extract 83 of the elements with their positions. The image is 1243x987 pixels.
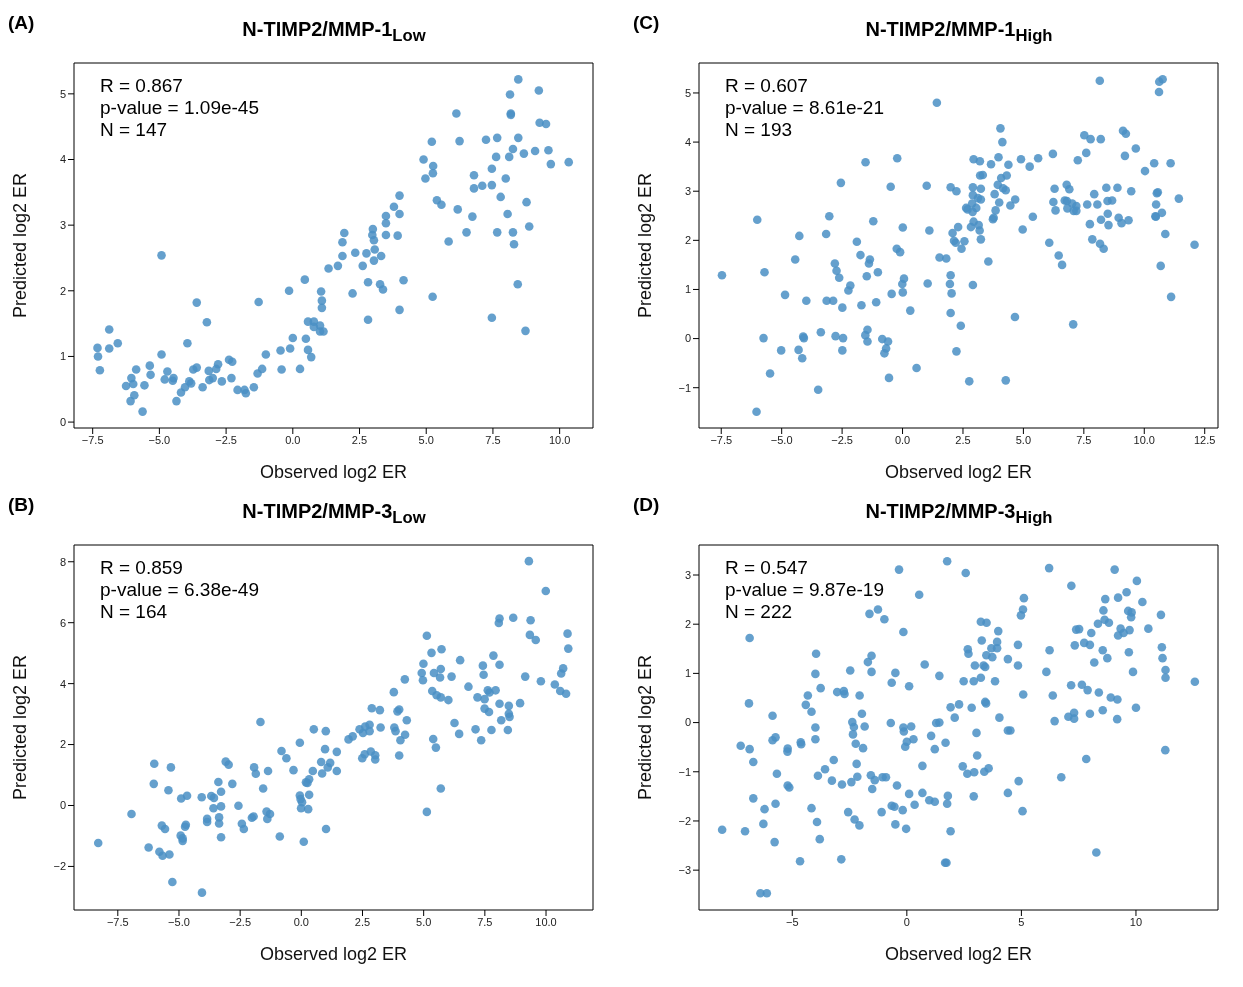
y-tick-label: 3 [684,568,691,581]
y-tick-label: 0 [684,716,691,729]
x-tick-label: −5.0 [148,433,171,446]
y-tick-label: 2 [59,738,66,751]
chart-title: N-TIMP2/MMP-1$_{High}$ [864,18,1054,46]
y-tick-label: −1 [678,381,691,394]
y-tick-label: −3 [678,864,691,877]
y-tick-label: 2 [684,234,691,247]
y-tick-label: 1 [684,667,691,680]
x-axis-title: Observed log2 ER [884,944,1033,964]
annotation: R = 0.867 [100,75,184,97]
y-axis-title: Predicted log2 ER [635,172,656,319]
y-tick-label: 8 [59,555,66,568]
x-tick-label: 2.5 [354,915,371,928]
annotation: p-value = 8.61e-21 [725,97,884,119]
annotation: p-value = 1.09e-45 [100,97,259,119]
x-tick-label: 0.0 [894,433,911,446]
x-tick-label: −2.5 [831,433,853,446]
x-tick-label: −7.5 [106,915,129,928]
annotation: N = 164 [100,601,169,623]
chart-title: N-TIMP2/MMP-3$_{High}$ [864,500,1054,528]
y-tick-label: 1 [59,350,66,363]
y-axis-title: Predicted log2 ER [635,654,656,801]
x-tick-label: 7.5 [485,433,501,446]
x-tick-label: −5.0 [168,915,190,928]
x-tick-label: 10.0 [1133,433,1155,446]
x-tick-label: 7.5 [477,915,493,928]
x-tick-label: 10.0 [548,433,571,446]
annotation: R = 0.859 [100,557,184,579]
x-tick-label: 10 [1129,915,1143,928]
x-tick-label: 7.5 [1076,433,1092,446]
y-tick-label: 1 [684,283,691,296]
annotation: R = 0.607 [725,75,809,97]
x-tick-label: −7.5 [81,433,104,446]
annotation: p-value = 9.87e-19 [725,579,884,601]
x-tick-label: 12.5 [1193,433,1216,446]
x-tick-label: 0.0 [293,915,309,928]
text: (D) [633,494,660,516]
x-tick-label: 10.0 [535,915,557,928]
y-tick-label: 2 [59,284,66,297]
x-tick-label: −7.5 [710,433,733,446]
y-tick-label: 0 [684,332,691,345]
annotation: p-value = 6.38e-49 [100,579,259,601]
y-tick-label: 5 [684,86,691,99]
chart-title: N-TIMP2/MMP-3$_{Low}$ [241,500,427,528]
x-tick-label: 0.0 [285,433,301,446]
y-tick-label: 5 [59,87,66,100]
x-tick-label: 5 [1018,915,1025,928]
y-tick-label: 2 [684,618,691,631]
x-axis-title: Observed log2 ER [259,944,408,964]
x-tick-label: 0 [903,915,910,928]
y-tick-label: 4 [59,677,66,690]
x-axis-title: Observed log2 ER [884,462,1033,482]
annotation: N = 147 [100,119,169,141]
chart-title: N-TIMP2/MMP-1$_{Low}$ [241,18,427,46]
y-axis-title: Predicted log2 ER [10,172,31,319]
annotation: N = 193 [725,119,794,141]
annotation: R = 0.547 [725,557,809,579]
y-tick-label: 3 [59,219,66,232]
x-tick-label: −2.5 [215,433,237,446]
text: (C) [633,12,660,34]
y-tick-label: 4 [684,136,691,148]
x-tick-label: 5.0 [1015,433,1032,446]
y-tick-label: 0 [59,416,66,428]
text: (B) [8,494,35,516]
x-tick-label: 2.5 [351,433,368,446]
x-tick-label: 2.5 [955,433,971,446]
x-tick-label: −5 [785,915,799,928]
y-tick-label: 6 [59,616,66,629]
x-tick-label: −2.5 [229,915,252,928]
text: (A) [8,12,35,34]
y-tick-label: −2 [678,814,691,827]
x-tick-label: 5.0 [418,433,434,446]
y-tick-label: 3 [684,185,691,198]
x-tick-label: 5.0 [416,915,432,928]
x-axis-title: Observed log2 ER [259,462,408,482]
x-tick-label: −5.0 [770,433,793,446]
y-axis-title: Predicted log2 ER [10,654,31,801]
annotation: N = 222 [725,601,794,623]
y-tick-label: 4 [59,153,66,166]
y-tick-label: −1 [678,765,691,778]
y-tick-label: 0 [59,799,66,812]
y-tick-label: −2 [53,860,66,873]
